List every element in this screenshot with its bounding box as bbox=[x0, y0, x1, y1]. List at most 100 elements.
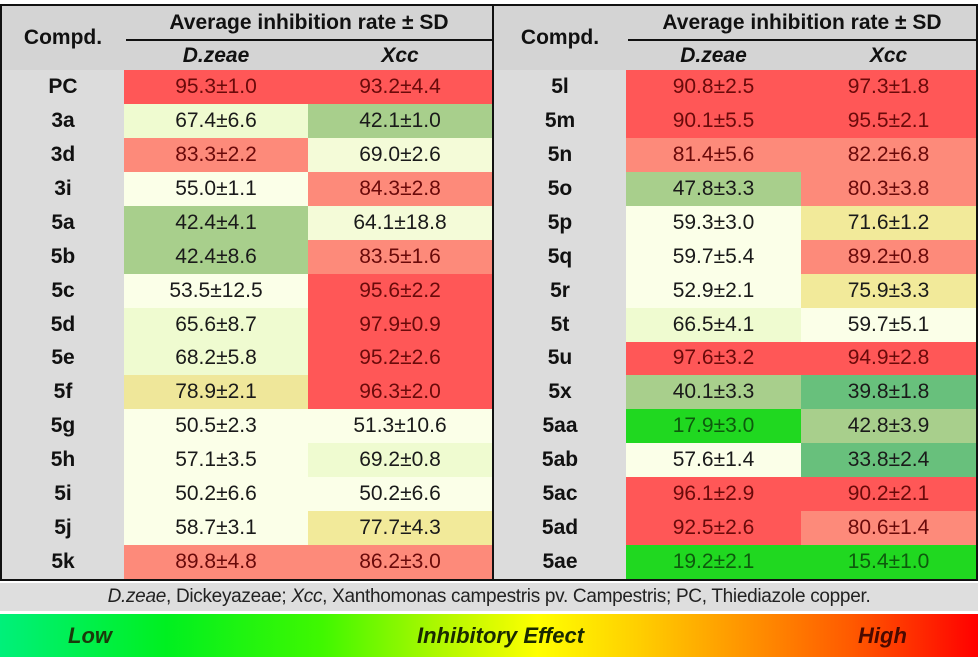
dzeae-value-cell: 90.8±2.5 bbox=[626, 70, 801, 104]
compound-name: PC bbox=[2, 70, 124, 104]
dzeae-value-cell: 55.0±1.1 bbox=[124, 171, 308, 206]
table-body: PC 95.3±1.0 93.2±4.4 3a 67.4±6.6 42.1±1.0 3d 83… bbox=[2, 70, 492, 580]
scale-high-label: High bbox=[858, 622, 907, 648]
dzeae-value-cell: 68.2±5.8 bbox=[124, 341, 308, 376]
table-row: PC 95.3±1.0 93.2±4.4 bbox=[2, 70, 492, 104]
compound-name: 3d bbox=[2, 137, 124, 172]
xcc-value-cell: 77.7±4.3 bbox=[308, 511, 492, 546]
compound-name: 5q bbox=[494, 239, 626, 274]
footnote-xcc-text: , Xanthomonas campestris pv. Campestris;… bbox=[322, 586, 871, 607]
xcc-value-cell: 69.2±0.8 bbox=[308, 443, 492, 478]
color-scale-legend: Low Inhibitory Effect High bbox=[0, 614, 978, 657]
dzeae-value-cell: 19.2±2.1 bbox=[626, 545, 801, 580]
dzeae-value-cell: 78.9±2.1 bbox=[124, 375, 308, 410]
xcc-value-cell: 42.8±3.9 bbox=[801, 409, 976, 444]
xcc-value-cell: 95.6±2.2 bbox=[308, 273, 492, 308]
table-row: 5p 59.3±3.0 71.6±1.2 bbox=[494, 205, 976, 240]
table-row: 5m 90.1±5.5 95.5±2.1 bbox=[494, 103, 976, 138]
table-row: 5aa 17.9±3.0 42.8±3.9 bbox=[494, 409, 976, 444]
compound-name: 5g bbox=[2, 409, 124, 444]
xcc-value-cell: 50.2±6.6 bbox=[308, 477, 492, 512]
table-row: 5a 42.4±4.1 64.1±18.8 bbox=[2, 205, 492, 240]
group-title: Average inhibition rate ± SD bbox=[628, 6, 976, 41]
compound-name: 5j bbox=[2, 511, 124, 546]
group-title: Average inhibition rate ± SD bbox=[126, 6, 492, 41]
xcc-column-header: Xcc bbox=[869, 43, 908, 67]
table-row: 5h 57.1±3.5 69.2±0.8 bbox=[2, 443, 492, 478]
dzeae-value-cell: 97.6±3.2 bbox=[626, 341, 801, 376]
compound-name: 5e bbox=[2, 341, 124, 376]
dzeae-value-cell: 58.7±3.1 bbox=[124, 511, 308, 546]
dzeae-value-cell: 53.5±12.5 bbox=[124, 273, 308, 308]
dzeae-value-cell: 95.3±1.0 bbox=[124, 70, 308, 104]
table-row: 5t 66.5±4.1 59.7±5.1 bbox=[494, 307, 976, 342]
dzeae-value-cell: 47.8±3.3 bbox=[626, 171, 801, 206]
xcc-value-cell: 94.9±2.8 bbox=[801, 341, 976, 376]
compound-name: 5u bbox=[494, 341, 626, 376]
table-row: 5o 47.8±3.3 80.3±3.8 bbox=[494, 171, 976, 206]
table-row: 5r 52.9±2.1 75.9±3.3 bbox=[494, 273, 976, 308]
dzeae-value-cell: 50.5±2.3 bbox=[124, 409, 308, 444]
compound-name: 5h bbox=[2, 443, 124, 478]
table-row: 5q 59.7±5.4 89.2±0.8 bbox=[494, 239, 976, 274]
table-row: 5k 89.8±4.8 86.2±3.0 bbox=[2, 545, 492, 580]
dzeae-value-cell: 42.4±4.1 bbox=[124, 205, 308, 240]
table-row: 5i 50.2±6.6 50.2±6.6 bbox=[2, 477, 492, 512]
dzeae-value-cell: 42.4±8.6 bbox=[124, 239, 308, 274]
compound-name: 5x bbox=[494, 375, 626, 410]
dzeae-value-cell: 96.1±2.9 bbox=[626, 477, 801, 512]
xcc-value-cell: 33.8±2.4 bbox=[801, 443, 976, 478]
xcc-value-cell: 39.8±1.8 bbox=[801, 375, 976, 410]
xcc-value-cell: 80.3±3.8 bbox=[801, 171, 976, 206]
table-row: 5d 65.6±8.7 97.9±0.9 bbox=[2, 307, 492, 342]
dzeae-value-cell: 65.6±8.7 bbox=[124, 307, 308, 342]
compound-name: 5f bbox=[2, 375, 124, 410]
table-row: 5n 81.4±5.6 82.2±6.8 bbox=[494, 137, 976, 172]
footnote-xcc-abbr: Xcc bbox=[291, 586, 323, 607]
xcc-value-cell: 93.2±4.4 bbox=[308, 70, 492, 104]
table-row: 5l 90.8±2.5 97.3±1.8 bbox=[494, 70, 976, 104]
dzeae-value-cell: 57.1±3.5 bbox=[124, 443, 308, 478]
dzeae-value-cell: 83.3±2.2 bbox=[124, 137, 308, 172]
xcc-column-header: Xcc bbox=[381, 43, 419, 67]
inhibition-group-header: Average inhibition rate ± SD D.zeae Xcc bbox=[124, 6, 492, 70]
xcc-value-cell: 51.3±10.6 bbox=[308, 409, 492, 444]
compound-name: 3a bbox=[2, 103, 124, 138]
dzeae-value-cell: 92.5±2.6 bbox=[626, 511, 801, 546]
xcc-value-cell: 71.6±1.2 bbox=[801, 205, 976, 240]
xcc-value-cell: 42.1±1.0 bbox=[308, 103, 492, 138]
xcc-value-cell: 86.2±3.0 bbox=[308, 545, 492, 580]
dzeae-value-cell: 59.3±3.0 bbox=[626, 205, 801, 240]
compound-name: 5d bbox=[2, 307, 124, 342]
compound-name: 5ad bbox=[494, 511, 626, 546]
dzeae-value-cell: 17.9±3.0 bbox=[626, 409, 801, 444]
dzeae-value-cell: 81.4±5.6 bbox=[626, 137, 801, 172]
footnote: D.zeae , Dickeyazeae; Xcc , Xanthomonas … bbox=[0, 583, 978, 611]
table-row: 5c 53.5±12.5 95.6±2.2 bbox=[2, 273, 492, 308]
compound-name: 5l bbox=[494, 70, 626, 104]
compound-name: 5ac bbox=[494, 477, 626, 512]
compound-name: 5aa bbox=[494, 409, 626, 444]
compound-name: 3i bbox=[2, 171, 124, 206]
xcc-value-cell: 69.0±2.6 bbox=[308, 137, 492, 172]
scale-title: Inhibitory Effect bbox=[417, 622, 585, 648]
compound-name: 5b bbox=[2, 239, 124, 274]
table-row: 5f 78.9±2.1 96.3±2.0 bbox=[2, 375, 492, 410]
compound-name: 5o bbox=[494, 171, 626, 206]
xcc-value-cell: 75.9±3.3 bbox=[801, 273, 976, 308]
table-row: 5j 58.7±3.1 77.7±4.3 bbox=[2, 511, 492, 546]
compound-name: 5ae bbox=[494, 545, 626, 580]
table-row: 3a 67.4±6.6 42.1±1.0 bbox=[2, 103, 492, 138]
table-row: 5g 50.5±2.3 51.3±10.6 bbox=[2, 409, 492, 444]
scale-low-label: Low bbox=[68, 622, 112, 648]
dzeae-value-cell: 40.1±3.3 bbox=[626, 375, 801, 410]
xcc-value-cell: 64.1±18.8 bbox=[308, 205, 492, 240]
compd-header: Compd. bbox=[520, 26, 600, 49]
dzeae-value-cell: 90.1±5.5 bbox=[626, 103, 801, 138]
compound-name: 5p bbox=[494, 205, 626, 240]
dzeae-value-cell: 89.8±4.8 bbox=[124, 545, 308, 580]
table-row: 5x 40.1±3.3 39.8±1.8 bbox=[494, 375, 976, 410]
compound-name: 5t bbox=[494, 307, 626, 342]
compound-name: 5a bbox=[2, 205, 124, 240]
compound-name: 5r bbox=[494, 273, 626, 308]
